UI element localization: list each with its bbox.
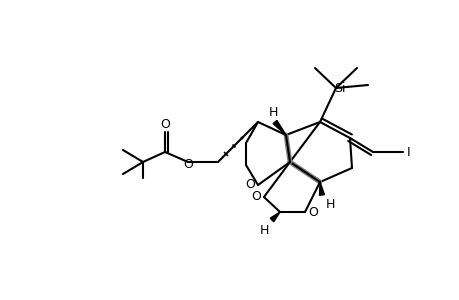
Text: O: O <box>245 178 254 191</box>
Text: I: I <box>406 146 410 158</box>
Text: H: H <box>259 224 268 236</box>
Polygon shape <box>319 182 324 195</box>
Text: O: O <box>183 158 192 170</box>
Text: H: H <box>325 199 334 212</box>
Text: O: O <box>160 118 169 130</box>
Text: O: O <box>308 206 317 218</box>
Text: Si: Si <box>334 82 345 94</box>
Polygon shape <box>273 120 285 135</box>
Polygon shape <box>269 212 280 222</box>
Text: O: O <box>251 190 260 203</box>
Text: H: H <box>268 106 277 118</box>
